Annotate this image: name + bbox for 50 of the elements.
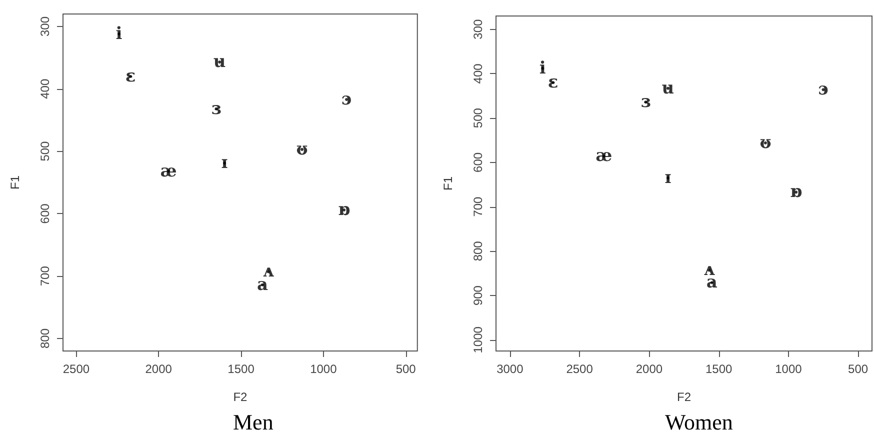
y-tick-label: 700	[38, 266, 52, 286]
series-label: ʊ	[296, 139, 308, 160]
series-label: æ	[596, 146, 612, 166]
series-label: æ	[160, 161, 177, 182]
series-label: ɜ	[212, 98, 222, 119]
series-label: ɔ	[818, 80, 828, 100]
x-axis-title: F2	[233, 390, 248, 404]
y-axis-title: F1	[441, 176, 455, 191]
y-tick-label: 1000	[471, 326, 485, 354]
text: Women	[665, 410, 733, 434]
series-label: ɪ	[221, 153, 228, 174]
x-tick-label: 1000	[775, 362, 802, 376]
x-tick-label: 1500	[705, 362, 732, 376]
series-label: ɒ	[790, 182, 802, 202]
x-tick-label: 1000	[310, 362, 338, 376]
y-tick-label: 700	[471, 196, 485, 217]
series-label: u	[213, 52, 226, 72]
x-tick-label: 2500	[62, 362, 90, 376]
y-tick-label: 400	[471, 63, 485, 84]
y-tick-label: 500	[38, 140, 52, 162]
series-label: ʊ	[760, 132, 772, 153]
x-tick-label: 2000	[636, 362, 663, 376]
y-axis-title: F1	[8, 175, 22, 190]
text: Men	[233, 410, 274, 434]
series-label: ɔ	[341, 90, 352, 110]
y-tick-label: 300	[471, 18, 485, 40]
y-tick-label: 900	[471, 285, 485, 306]
x-tick-label: 2500	[566, 362, 594, 376]
y-tick-label: 600	[471, 152, 485, 172]
y-tick-label: 300	[38, 16, 52, 36]
series-label: ɛ	[548, 72, 558, 93]
series-label: ɜ	[640, 92, 651, 112]
x-tick-label: 3000	[496, 362, 524, 376]
series-label: ɒ	[338, 200, 350, 220]
x-tick-label: 2000	[145, 362, 172, 376]
x-axis-title: F2	[676, 390, 692, 404]
y-tick-label: 800	[38, 328, 52, 349]
y-tick-label: 600	[38, 203, 52, 224]
series-label: ʌ	[262, 262, 275, 282]
y-tick-label: 800	[471, 240, 485, 262]
x-tick-label: 500	[848, 362, 868, 376]
x-tick-label: 500	[396, 362, 416, 376]
series-label: ɪ	[664, 168, 672, 188]
y-tick-label: 500	[471, 108, 485, 128]
series-label: i	[539, 58, 546, 78]
series-label: ɛ	[125, 66, 136, 86]
series-label: i	[116, 24, 123, 44]
y-tick-label: 400	[38, 78, 52, 99]
series-label: u	[662, 78, 674, 98]
x-tick-label: 1500	[228, 362, 255, 376]
